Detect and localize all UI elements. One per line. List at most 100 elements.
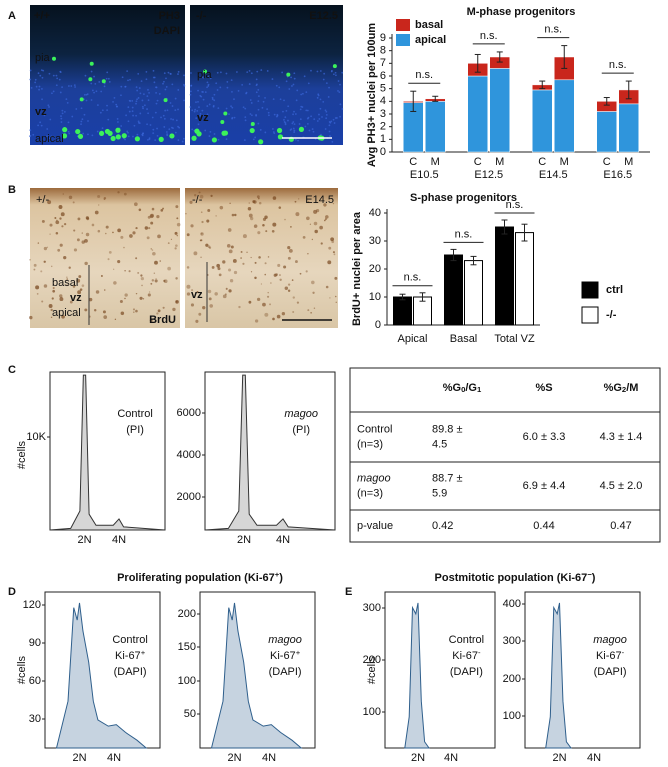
ph3-cell (286, 72, 291, 77)
nucleus (341, 71, 344, 74)
brdu-cell (52, 287, 55, 290)
nucleus (142, 132, 144, 135)
nucleus (285, 80, 288, 83)
brdu-cell (113, 281, 117, 285)
nucleus (208, 103, 211, 106)
nucleus (154, 139, 157, 142)
legend-label: -/- (606, 309, 617, 321)
x-tick-label: C (409, 156, 417, 168)
brdu-cell (254, 261, 257, 264)
nucleus (48, 137, 51, 140)
brdu-cell (307, 253, 309, 255)
nucleus (168, 128, 171, 131)
nucleus (61, 109, 64, 112)
nucleus (136, 98, 138, 101)
legend-swatch (581, 281, 599, 299)
nucleus (317, 94, 320, 97)
brdu-cell (135, 309, 138, 313)
nucleus (325, 117, 328, 120)
nucleus (264, 96, 266, 99)
nucleus (241, 83, 244, 86)
brdu-cell (112, 231, 114, 234)
nucleus (296, 89, 299, 92)
brdu-cell (186, 233, 190, 237)
nucleus (308, 129, 311, 132)
bar (444, 254, 463, 326)
nucleus (295, 99, 298, 102)
panel-letter: D (8, 586, 16, 598)
text-part: %G (443, 382, 461, 394)
nucleus (85, 93, 88, 96)
nucleus (85, 99, 88, 102)
nucleus (264, 131, 267, 134)
text-part: Ki-67 (596, 650, 622, 662)
brdu-cell (128, 270, 131, 273)
stain-label: PH3 (159, 10, 180, 22)
nucleus (58, 78, 61, 81)
y-tick-label: 1 (380, 133, 386, 145)
nucleus (293, 131, 296, 134)
y-tick-label: 3 (380, 108, 386, 120)
panel-title: Proliferating population (Ki-67+) (117, 570, 283, 584)
brdu-cell (84, 261, 88, 266)
nucleus (29, 78, 32, 81)
table-cell: 6.0 ± 3.3 (523, 431, 566, 443)
y-axis-label: #cells (366, 655, 378, 684)
nucleus (141, 99, 144, 102)
nucleus (105, 77, 108, 80)
nucleus (171, 126, 173, 129)
nucleus (61, 112, 64, 115)
text-part: + (141, 648, 146, 657)
brdu-cell (305, 270, 308, 273)
brdu-cell (254, 276, 257, 280)
table-cell: 4.3 ± 1.4 (600, 431, 643, 443)
nucleus (145, 78, 148, 81)
brdu-cell (59, 243, 63, 247)
legend-label: ctrl (606, 284, 623, 296)
nucleus (146, 123, 148, 126)
brdu-cell (81, 240, 85, 244)
brdu-cell (222, 294, 227, 299)
ph3-cell (62, 127, 68, 133)
nucleus (275, 84, 278, 87)
brdu-cell (231, 213, 235, 217)
x-tick-label: 2N (77, 534, 91, 546)
nucleus (140, 80, 143, 83)
panel-letter: A (8, 10, 16, 22)
nucleus (206, 81, 209, 84)
nucleus (126, 70, 129, 73)
x-tick-label: 4N (262, 752, 276, 764)
nucleus (82, 132, 85, 135)
nucleus (115, 103, 118, 106)
brdu-cell (271, 229, 275, 233)
text-part: + (296, 648, 301, 657)
ph3-cell (298, 126, 305, 132)
brdu-cell (73, 229, 76, 232)
nucleus (255, 84, 258, 87)
nucleus (328, 86, 330, 89)
brdu-cell (214, 292, 218, 296)
bar-segment (554, 79, 575, 153)
nucleus (60, 115, 62, 117)
nucleus (147, 88, 149, 91)
nucleus (131, 100, 134, 102)
brdu-cell (63, 222, 67, 226)
brdu-cell (97, 194, 101, 199)
nucleus (339, 83, 341, 86)
nucleus (245, 92, 247, 95)
nucleus (36, 113, 38, 116)
brdu-cell (207, 245, 211, 249)
nucleus (67, 130, 70, 133)
brdu-cell (84, 238, 88, 243)
nucleus (206, 86, 208, 89)
ph3-cell (77, 133, 84, 140)
x-tick-label: M (624, 156, 633, 168)
brdu-cell (190, 303, 195, 307)
histogram-label: Ki-67- (596, 648, 625, 662)
nucleus (207, 85, 210, 87)
brdu-cell (150, 248, 152, 250)
brdu-cell (157, 234, 161, 239)
nucleus (267, 114, 270, 117)
nucleus (249, 113, 252, 115)
brdu-cell (156, 312, 159, 315)
